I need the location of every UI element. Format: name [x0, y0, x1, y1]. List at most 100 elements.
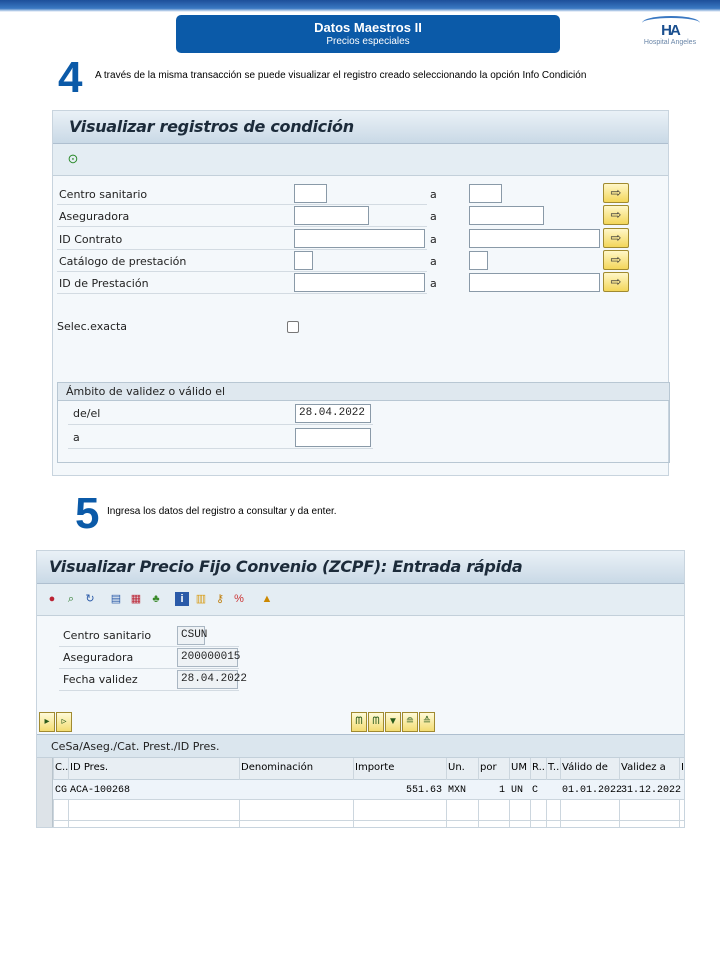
details-icon[interactable]: ▦ [130, 593, 142, 605]
field-label: Aseguradora [59, 210, 130, 223]
multiple-selection-arrow-icon[interactable]: ⇨ [603, 250, 629, 270]
mountain-icon[interactable]: ▲ [261, 593, 273, 605]
multiple-selection-arrow-icon[interactable]: ⇨ [603, 205, 629, 225]
table-cell: 1 [498, 785, 505, 796]
condition-records-screen: Visualizar registros de condición ⊙ Cent… [52, 110, 670, 476]
table-cell: C [532, 785, 539, 796]
column-header[interactable]: Un. [448, 762, 465, 773]
field-to-input[interactable] [469, 273, 600, 292]
step-number-4: 4 [58, 53, 83, 102]
screen-title: Visualizar Precio Fijo Convenio (ZCPF): … [49, 557, 523, 576]
valid-to-input[interactable] [295, 428, 371, 447]
copy-icon[interactable]: ▤ [110, 593, 122, 605]
field-label: ID Contrato [59, 233, 123, 246]
field-label: Fecha validez [63, 673, 138, 686]
to-label: a [430, 277, 437, 290]
key-icon[interactable]: ⚷ [215, 593, 225, 605]
exact-selection-label: Selec.exacta [57, 320, 128, 333]
top-banner [0, 0, 720, 12]
field-label: Centro sanitario [59, 188, 148, 201]
table-cell: 01.01.2022 [562, 785, 623, 796]
column-header[interactable]: Válido de [562, 762, 608, 773]
column-header[interactable]: UM [511, 762, 527, 773]
grid-title: CeSa/Aseg./Cat. Prest./ID Pres. [51, 740, 220, 753]
field-label: ID de Prestación [59, 277, 149, 290]
sort-ascending-icon[interactable]: ≘ [402, 712, 418, 732]
table-cell: 551.63 [405, 785, 442, 796]
field-to-input[interactable] [469, 251, 488, 270]
field-from-input[interactable] [294, 184, 327, 203]
logo-text: Hospital Angeles [643, 39, 697, 46]
column-header[interactable]: C.. [55, 762, 69, 773]
column-header[interactable]: por [480, 762, 497, 773]
slide-subtitle: Precios especiales [326, 36, 410, 47]
field-from-input[interactable] [294, 251, 313, 270]
field-from-input[interactable] [294, 273, 425, 292]
to-label: a [430, 255, 437, 268]
screen-title-bar: Visualizar Precio Fijo Convenio (ZCPF): … [37, 551, 684, 584]
screen-title-bar: Visualizar registros de condición [53, 111, 668, 144]
field-from-input[interactable] [294, 229, 425, 248]
valid-from-label: de/el [73, 407, 101, 420]
valid-from-input[interactable]: 28.04.2022 [295, 404, 371, 423]
column-header[interactable]: Denominación [241, 762, 314, 773]
field-to-input[interactable] [469, 229, 600, 248]
slide-title-box: Datos Maestros II Precios especiales [176, 15, 560, 53]
find-next-icon[interactable]: ᗰ [368, 712, 384, 732]
expand-icon[interactable]: ▸ [39, 712, 55, 732]
field-value[interactable]: 28.04.2022 [177, 670, 247, 689]
find-icon[interactable]: ⌕ [67, 593, 75, 605]
table-cell: ACA-100268 [70, 785, 131, 796]
column-header[interactable]: T.. [548, 762, 560, 773]
filter-icon[interactable]: ▼ [385, 712, 401, 732]
validity-group-title: Ámbito de validez o válido el [66, 385, 226, 398]
toolbar: ⊙ [53, 144, 668, 176]
screen-title: Visualizar registros de condición [69, 117, 354, 136]
table-cell: CG [55, 785, 68, 796]
column-header[interactable]: R.. [532, 762, 545, 773]
multiple-selection-arrow-icon[interactable]: ⇨ [603, 228, 629, 248]
execute-icon[interactable]: ⊙ [67, 151, 79, 166]
row-selector-column[interactable] [37, 758, 53, 827]
column-header[interactable]: I [681, 762, 684, 773]
to-label: a [430, 188, 437, 201]
toolbar: ● ⌕ ↻ ▤ ▦ ♣ i ▥ ⚷ % ▲ [37, 584, 684, 616]
field-to-input[interactable] [469, 184, 502, 203]
refresh-icon[interactable]: ↻ [85, 593, 95, 605]
multiple-selection-arrow-icon[interactable]: ⇨ [603, 272, 629, 292]
sort-descending-icon[interactable]: ≙ [419, 712, 435, 732]
results-grid: C.. ID Pres. Denominación Importe Un. por UM R.… [37, 758, 684, 827]
field-label: Centro sanitario [63, 629, 152, 642]
column-header[interactable]: Validez a [621, 762, 666, 773]
field-label: Aseguradora [63, 651, 134, 664]
to-label: a [430, 210, 437, 223]
gift-icon[interactable]: ♣ [152, 593, 160, 605]
hospital-logo: HA Hospital Angeles [638, 14, 702, 50]
delete-key-icon[interactable]: % [234, 593, 244, 605]
table-cell: UN [511, 785, 524, 796]
slide-title: Datos Maestros II [314, 20, 422, 35]
step-4-text: A través de la misma transacción se pued… [95, 70, 587, 81]
fixed-price-screen: Visualizar Precio Fijo Convenio (ZCPF): … [36, 550, 685, 828]
table-cell: 31.12.2022 [621, 785, 682, 796]
multiple-selection-arrow-icon[interactable]: ⇨ [603, 183, 629, 203]
collapse-icon[interactable]: ▹ [56, 712, 72, 732]
step-number-5: 5 [75, 489, 100, 538]
hat-icon[interactable]: ● [48, 593, 56, 605]
to-label: a [430, 233, 437, 246]
column-header[interactable]: ID Pres. [70, 762, 109, 773]
find-binoculars-icon[interactable]: ᗰ [351, 712, 367, 732]
field-value[interactable]: CSUN [177, 626, 207, 645]
validity-group: Ámbito de validez o válido el de/el 28.0… [57, 382, 670, 463]
field-to-input[interactable] [469, 206, 544, 225]
column-header[interactable]: Importe [355, 762, 395, 773]
field-from-input[interactable] [294, 206, 369, 225]
valid-to-label: a [73, 431, 80, 444]
info-icon[interactable]: i [175, 592, 189, 606]
structure-icon[interactable]: ▥ [195, 593, 207, 605]
table-cell: MXN [448, 785, 467, 796]
step-5-text: Ingresa los datos del registro a consult… [107, 506, 337, 517]
exact-selection-checkbox[interactable] [287, 321, 299, 333]
table-row[interactable] [53, 780, 684, 800]
field-value[interactable]: 200000015 [177, 648, 240, 667]
